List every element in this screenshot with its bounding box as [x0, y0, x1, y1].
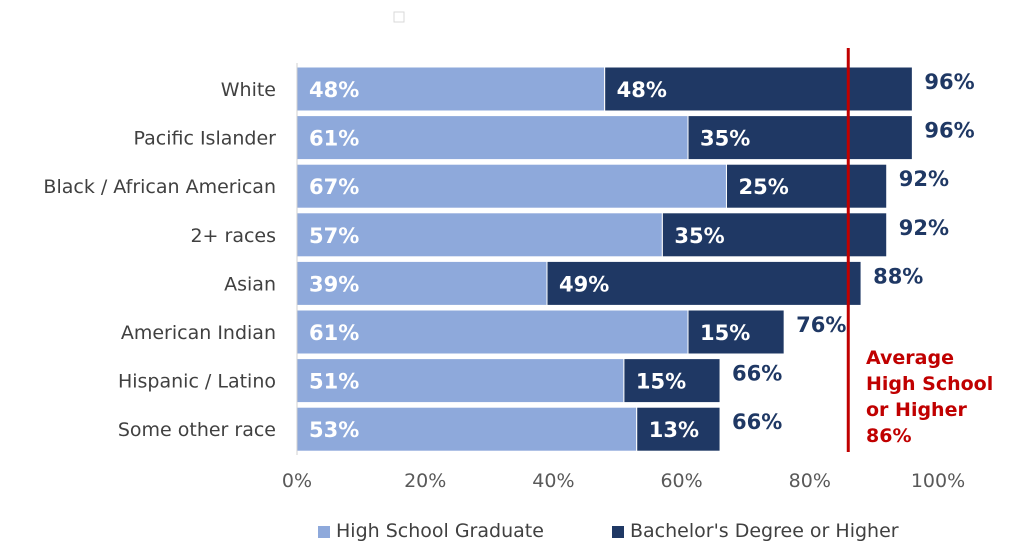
x-tick-label: 80%: [789, 470, 831, 492]
bar-high-school-graduate: [296, 115, 689, 161]
bar-bachelors-or-higher: [546, 260, 862, 306]
bar-bachelors-or-higher: [636, 406, 721, 452]
total-label: 92%: [899, 167, 949, 191]
bar-high-school-graduate: [296, 66, 606, 112]
total-label: 66%: [732, 410, 782, 434]
category-label: Hispanic / Latino: [118, 371, 276, 393]
data-label-high-school: 61%: [309, 321, 359, 345]
reference-line-label: High School: [866, 373, 993, 395]
bar-high-school-graduate: [296, 358, 625, 404]
bar-high-school-graduate: [296, 309, 689, 355]
reference-line-label: Average: [866, 347, 954, 369]
bar-bachelors-or-higher: [687, 115, 913, 161]
bar-bachelors-or-higher: [725, 163, 888, 209]
data-label-high-school: 48%: [309, 78, 359, 102]
x-tick-label: 40%: [532, 470, 574, 492]
x-tick-label: 100%: [911, 470, 965, 492]
category-label: White: [221, 79, 276, 101]
total-label: 92%: [899, 216, 949, 240]
x-tick-label: 60%: [660, 470, 702, 492]
bar-high-school-graduate: [296, 163, 727, 209]
reference-line-label: 86%: [866, 425, 911, 447]
category-label: Asian: [224, 273, 276, 295]
data-label-high-school: 39%: [309, 272, 359, 296]
category-label: Some other race: [118, 419, 276, 441]
total-label: 66%: [732, 362, 782, 386]
bar-high-school-graduate: [296, 212, 663, 258]
data-label-high-school: 61%: [309, 127, 359, 151]
data-label-high-school: 51%: [309, 370, 359, 394]
reference-line-label: or Higher: [866, 399, 967, 421]
category-label: American Indian: [121, 322, 276, 344]
category-label: Black / African American: [43, 176, 276, 198]
total-label: 76%: [796, 313, 846, 337]
bar-high-school-graduate: [296, 406, 638, 452]
data-label-bachelors: 15%: [636, 370, 686, 394]
data-label-high-school: 67%: [309, 175, 359, 199]
bar-bachelors-or-higher: [687, 309, 785, 355]
x-tick-label: 0%: [282, 470, 312, 492]
bar-bachelors-or-higher: [604, 66, 913, 112]
data-label-bachelors: 48%: [617, 78, 667, 102]
total-label: 88%: [873, 264, 923, 288]
data-label-bachelors: 35%: [700, 127, 750, 151]
data-label-bachelors: 25%: [738, 175, 788, 199]
data-label-bachelors: 49%: [559, 272, 609, 296]
placeholder-box: [393, 11, 405, 23]
legend-label-bachelors: Bachelor's Degree or Higher: [630, 520, 899, 542]
legend-swatch-high-school: [318, 526, 330, 538]
legend-label-high-school: High School Graduate: [336, 520, 544, 542]
bar-bachelors-or-higher: [623, 358, 721, 404]
category-label: 2+ races: [190, 225, 276, 247]
data-label-high-school: 57%: [309, 224, 359, 248]
total-label: 96%: [924, 70, 974, 94]
data-label-bachelors: 35%: [674, 224, 724, 248]
category-label: Pacific Islander: [134, 128, 277, 150]
x-tick-label: 20%: [404, 470, 446, 492]
total-label: 96%: [924, 119, 974, 143]
legend-swatch-bachelors: [612, 526, 624, 538]
data-label-bachelors: 15%: [700, 321, 750, 345]
data-label-high-school: 53%: [309, 418, 359, 442]
data-label-bachelors: 13%: [649, 418, 699, 442]
